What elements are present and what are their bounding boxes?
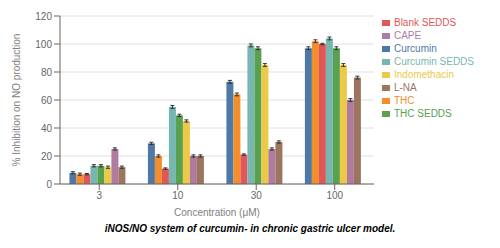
svg-text:% Inhibition on NO production: % Inhibition on NO production (11, 34, 22, 167)
svg-text:0: 0 (46, 179, 52, 190)
svg-text:Concentration (μM): Concentration (μM) (174, 207, 260, 218)
html-text:CAPE: CAPE (394, 30, 422, 41)
html-text:THC SEDDS: THC SEDDS (394, 108, 452, 119)
svg-text:3: 3 (96, 190, 102, 201)
html-text:Curcumin SEDDS: Curcumin SEDDS (394, 56, 474, 67)
html-text:iNOS/NO system of curcumin- in: iNOS/NO system of curcumin- in chronic g… (104, 223, 396, 234)
svg-text:80: 80 (41, 67, 53, 78)
html-text:Blank SEDDS: Blank SEDDS (394, 17, 457, 28)
html-text:Curcumin: Curcumin (394, 43, 437, 54)
html-text:L-NA: L-NA (394, 82, 417, 93)
svg-text:100: 100 (326, 190, 343, 201)
svg-text:120: 120 (35, 11, 52, 22)
html-text:THC: THC (394, 95, 415, 106)
html-text:Indomethacin: Indomethacin (394, 69, 454, 80)
svg-text:30: 30 (251, 190, 263, 201)
svg-text:40: 40 (41, 123, 53, 134)
svg-text:60: 60 (41, 95, 53, 106)
svg-text:20: 20 (41, 151, 53, 162)
svg-text:100: 100 (35, 39, 52, 50)
svg-text:10: 10 (172, 190, 184, 201)
